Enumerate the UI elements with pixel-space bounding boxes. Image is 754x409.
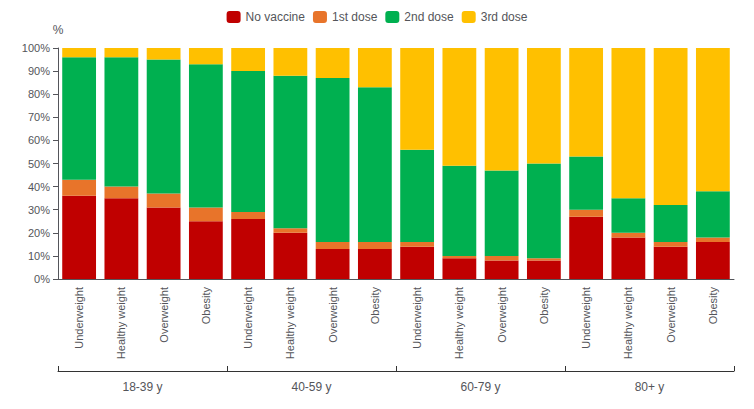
svg-text:10%: 10% <box>28 250 50 262</box>
svg-text:%: % <box>53 23 64 37</box>
svg-text:Underweight: Underweight <box>411 287 423 349</box>
svg-text:90%: 90% <box>28 65 50 77</box>
svg-text:3rd dose: 3rd dose <box>481 10 528 24</box>
svg-text:Obesity: Obesity <box>369 287 381 325</box>
svg-text:2nd dose: 2nd dose <box>404 10 454 24</box>
svg-text:Healthy weight: Healthy weight <box>115 287 127 359</box>
svg-text:Obesity: Obesity <box>538 287 550 325</box>
svg-text:Underweight: Underweight <box>73 287 85 349</box>
svg-text:Healthy weight: Healthy weight <box>622 287 634 359</box>
svg-text:1st dose: 1st dose <box>332 10 378 24</box>
svg-text:80%: 80% <box>28 88 50 100</box>
svg-text:40%: 40% <box>28 181 50 193</box>
svg-text:70%: 70% <box>28 111 50 123</box>
svg-text:Underweight: Underweight <box>242 287 254 349</box>
svg-text:30%: 30% <box>28 204 50 216</box>
svg-text:Overweight: Overweight <box>327 287 339 343</box>
svg-text:20%: 20% <box>28 227 50 239</box>
svg-text:Obesity: Obesity <box>707 287 719 325</box>
svg-text:18-39 y: 18-39 y <box>122 380 162 394</box>
svg-text:Overweight: Overweight <box>158 287 170 343</box>
svg-text:40-59 y: 40-59 y <box>291 380 331 394</box>
svg-text:50%: 50% <box>28 158 50 170</box>
svg-text:No vaccine: No vaccine <box>246 10 306 24</box>
svg-text:Healthy weight: Healthy weight <box>453 287 465 359</box>
svg-text:80+ y: 80+ y <box>635 380 665 394</box>
svg-text:Underweight: Underweight <box>580 287 592 349</box>
svg-text:100%: 100% <box>22 42 50 54</box>
svg-text:Overweight: Overweight <box>665 287 677 343</box>
svg-text:Healthy weight: Healthy weight <box>284 287 296 359</box>
svg-text:60-79 y: 60-79 y <box>460 380 500 394</box>
svg-text:Overweight: Overweight <box>496 287 508 343</box>
svg-text:Obesity: Obesity <box>200 287 212 325</box>
svg-text:60%: 60% <box>28 134 50 146</box>
svg-text:0%: 0% <box>34 273 50 285</box>
